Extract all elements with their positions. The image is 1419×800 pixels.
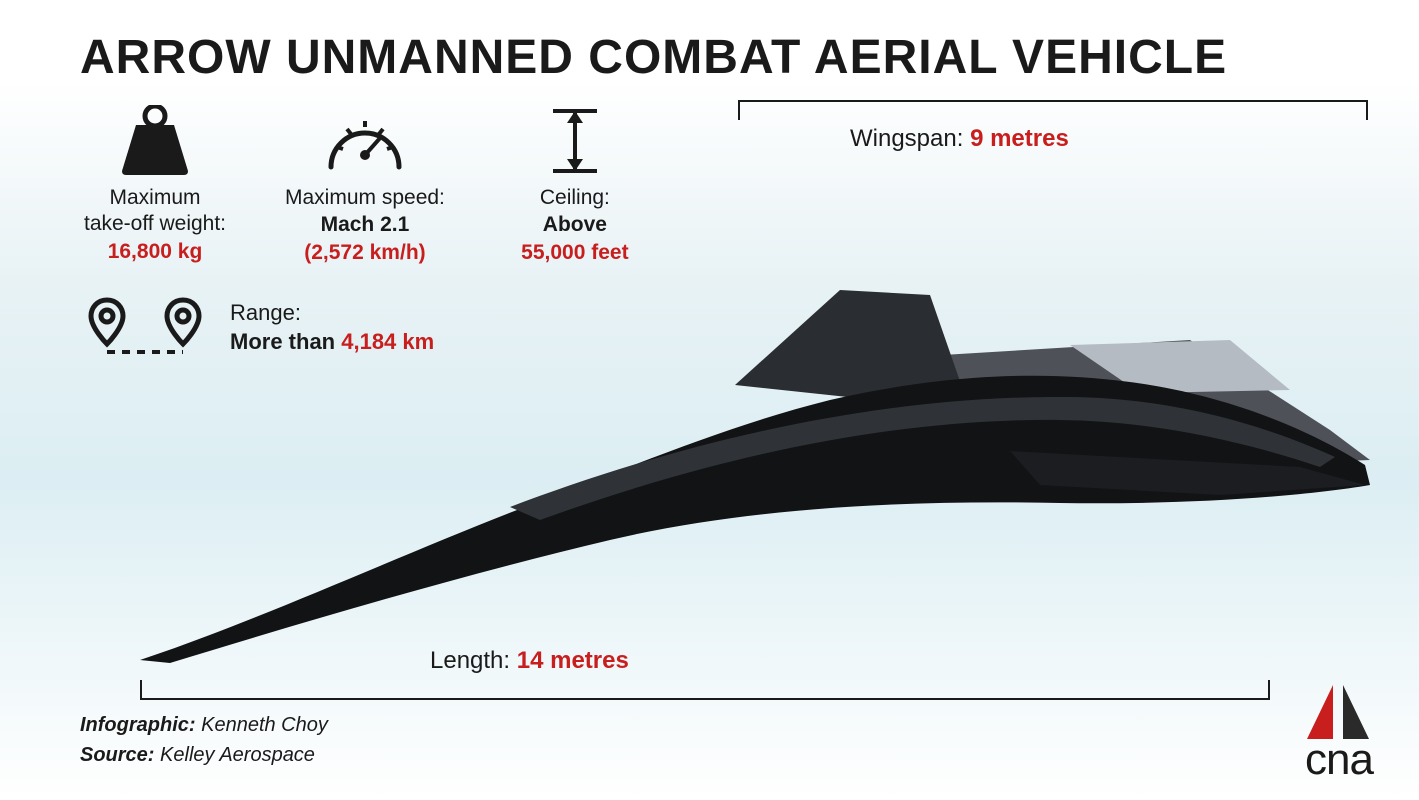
- cna-logo-icon: [1299, 683, 1379, 741]
- range-text: Range: More than 4,184 km: [230, 299, 434, 356]
- stat-weight-label-2: take-off weight:: [80, 211, 230, 237]
- stat-weight: Maximum take-off weight: 16,800 kg: [80, 105, 230, 266]
- stat-speed-value-1: Mach 2.1: [285, 211, 445, 238]
- credits: Infographic: Kenneth Choy Source: Kelley…: [80, 710, 328, 770]
- stat-ceiling-label: Ceiling:: [500, 185, 650, 211]
- credit-source-value: Kelley Aerospace: [160, 744, 315, 766]
- stat-ceiling: Ceiling: Above 55,000 feet: [500, 105, 650, 266]
- range-value: 4,184 km: [341, 329, 434, 354]
- stat-ceiling-value-1: Above: [500, 211, 650, 238]
- wingspan-label: Wingspan:: [850, 125, 970, 152]
- length-value: 14 metres: [517, 647, 629, 674]
- stat-speed: Maximum speed: Mach 2.1 (2,572 km/h): [285, 105, 445, 266]
- wingspan-bracket: [738, 100, 1368, 120]
- height-icon: [500, 105, 650, 177]
- range-label: Range:: [230, 299, 434, 328]
- stat-range: Range: More than 4,184 km: [0, 266, 1419, 360]
- weight-icon: [80, 105, 230, 177]
- pins-icon: [85, 296, 205, 360]
- stat-speed-value-2: (2,572 km/h): [285, 239, 445, 266]
- length-label: Length:: [430, 647, 517, 674]
- wingspan-value: 9 metres: [970, 125, 1069, 152]
- wingspan-callout: Wingspan: 9 metres: [850, 125, 1069, 153]
- range-prefix: More than: [230, 329, 341, 354]
- stat-speed-label: Maximum speed:: [285, 185, 445, 211]
- stat-weight-value: 16,800 kg: [80, 238, 230, 265]
- stat-ceiling-value-2: 55,000 feet: [500, 239, 650, 266]
- length-bracket: [140, 680, 1270, 700]
- page-title: ARROW UNMANNED COMBAT AERIAL VEHICLE: [0, 0, 1419, 85]
- credit-infographic-value: Kenneth Choy: [201, 714, 328, 736]
- cna-logo-text: cna: [1299, 735, 1379, 785]
- credit-infographic-label: Infographic:: [80, 714, 201, 736]
- credit-source-label: Source:: [80, 744, 160, 766]
- stat-weight-label-1: Maximum: [80, 185, 230, 211]
- gauge-icon: [285, 105, 445, 177]
- cna-logo: cna: [1299, 683, 1379, 785]
- length-callout: Length: 14 metres: [430, 647, 629, 675]
